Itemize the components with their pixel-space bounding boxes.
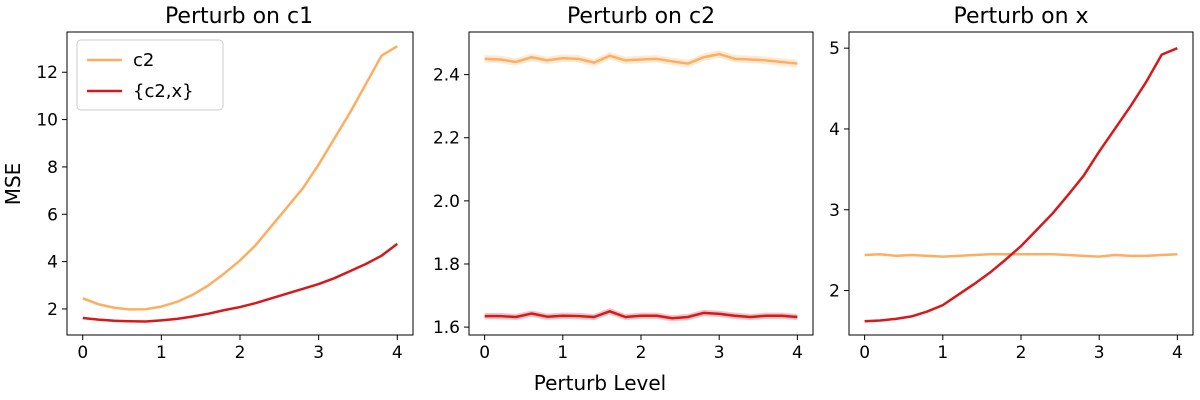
legend-label: c2 [133,50,154,71]
x-tick-label: 3 [714,343,725,363]
x-tick-label: 1 [937,343,948,363]
series-line-c2 [82,45,398,311]
y-tick-label: 2.0 [433,192,460,212]
x-tick-label: 2 [235,343,246,363]
y-tick-label: 2 [47,300,58,320]
y-tick-label: 1.6 [433,318,460,338]
series-line-c2x [864,47,1178,323]
plot-frame [468,31,814,336]
x-axis-label: Perturb Level [534,371,666,395]
subplot-title: Perturb on c2 [567,4,715,29]
x-tick-label: 0 [479,343,490,363]
series-line-c2x [82,242,399,323]
y-tick-label: 4 [47,253,58,273]
y-tick-label: 6 [47,205,58,225]
x-tick-label: 1 [156,343,167,363]
y-tick-label: 2 [829,282,840,302]
x-tick-label: 4 [1172,343,1183,363]
series-line-c2 [864,252,1178,258]
legend-label: {c2,x} [133,81,194,102]
x-tick-label: 0 [859,343,870,363]
x-tick-label: 0 [77,343,88,363]
subplot-title: Perturb on x [953,4,1088,29]
y-tick-label: 8 [47,158,58,178]
y-tick-label: 4 [829,120,840,140]
series-line-c2 [484,52,798,65]
x-tick-label: 3 [313,343,324,363]
legend-box [76,39,224,111]
y-tick-label: 2.4 [433,66,460,86]
x-tick-label: 3 [1094,343,1105,363]
x-tick-label: 2 [636,343,647,363]
y-axis-label: MSE [1,163,25,206]
subplot-title: Perturb on c1 [165,4,313,29]
series-line-c2x [484,310,798,320]
x-tick-label: 1 [557,343,568,363]
x-tick-label: 4 [392,343,403,363]
x-tick-label: 2 [1016,343,1027,363]
y-tick-label: 5 [829,39,840,59]
y-tick-label: 10 [36,111,58,131]
y-tick-label: 2.2 [433,129,460,149]
x-tick-label: 4 [792,343,803,363]
plot-frame [848,31,1194,336]
y-tick-label: 3 [829,201,840,221]
legend: c2 {c2,x} [76,39,224,111]
subplot-perturb-on-x: Perturb on x 0 1 2 3 4 2 3 4 5 [829,4,1194,363]
subplot-perturb-on-c2: Perturb on c2 0 1 2 3 4 1.6 1.8 2.0 2.2 2.4 [433,4,814,363]
y-tick-label: 12 [36,63,58,83]
y-tick-label: 1.8 [433,255,460,275]
